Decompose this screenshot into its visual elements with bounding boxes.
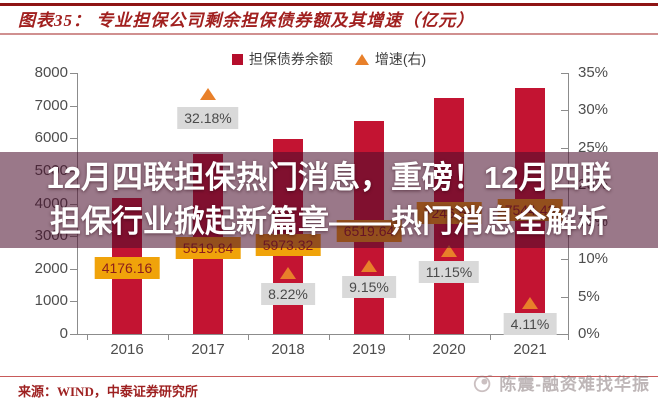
x-axis-tick bbox=[87, 334, 88, 340]
y-axis-right-tick bbox=[561, 110, 568, 112]
growth-point-2018 bbox=[280, 266, 296, 279]
y-axis-left-label: 8000 bbox=[34, 64, 68, 81]
legend-label-growth: 增速(右) bbox=[374, 51, 427, 67]
y-axis-right-label: 35% bbox=[578, 64, 609, 81]
y-axis-right-label: 0% bbox=[578, 325, 600, 342]
y-axis-left-label: 2000 bbox=[34, 259, 68, 277]
watermark-text: 陈震-融资难找华振 bbox=[499, 375, 650, 394]
growth-value-label: 8.22% bbox=[261, 282, 315, 305]
y-axis-left-tick bbox=[70, 301, 77, 303]
y-axis-left-tick bbox=[70, 334, 77, 335]
y-axis-left-tick bbox=[70, 73, 77, 74]
y-axis-left-label: 7000 bbox=[34, 96, 68, 114]
y-axis-right-tick bbox=[561, 147, 568, 149]
y-axis-right-label: 5% bbox=[578, 287, 600, 305]
y-axis-left-tick bbox=[70, 105, 77, 107]
growth-value-label: 11.15% bbox=[418, 260, 480, 283]
x-axis-tick bbox=[568, 334, 569, 340]
y-axis-left-label: 0 bbox=[59, 325, 68, 342]
y-axis-right-tick bbox=[561, 296, 568, 298]
x-axis-tick bbox=[489, 334, 491, 340]
x-axis-label: 2021 bbox=[513, 341, 547, 358]
y-axis-right-label: 30% bbox=[578, 101, 609, 119]
chart-figure-title: 图表35： 专业担保公司剩余担保债券额及其增速（亿元） bbox=[18, 11, 475, 30]
y-axis-left-tick bbox=[70, 268, 77, 270]
x-axis-tick bbox=[328, 334, 330, 340]
legend-item-balance: 担保债券余额 bbox=[231, 49, 333, 69]
footer-rule bbox=[0, 376, 658, 377]
y-axis-right-label: 10% bbox=[578, 250, 609, 268]
y-axis-right-label: 25% bbox=[578, 138, 609, 156]
growth-point-2019 bbox=[361, 259, 377, 272]
x-axis-label: 2016 bbox=[110, 341, 144, 358]
x-axis-label: 2019 bbox=[352, 341, 386, 358]
header-bottom-rule bbox=[0, 33, 658, 35]
growth-value-label: 4.11% bbox=[503, 313, 557, 336]
x-axis-label: 2020 bbox=[432, 341, 466, 358]
x-axis-tick bbox=[248, 334, 249, 340]
legend-label-balance: 担保债券余额 bbox=[248, 51, 333, 67]
growth-value-label: 9.15% bbox=[342, 275, 396, 298]
y-axis-right-tick bbox=[561, 334, 568, 335]
bar-value-label: 4176.16 bbox=[94, 257, 160, 279]
growth-point-2021 bbox=[522, 297, 538, 310]
header-top-rule bbox=[0, 3, 658, 6]
square-marker-icon bbox=[231, 53, 243, 65]
watermark: 陈震-融资难找华振 bbox=[472, 370, 650, 395]
x-axis-label: 2018 bbox=[271, 341, 305, 358]
source-note: 来源：WIND，中泰证券研究所 bbox=[18, 384, 198, 399]
legend: 担保债券余额 增速(右) bbox=[0, 49, 658, 69]
y-axis-left-label: 6000 bbox=[34, 129, 68, 147]
growth-value-label: 32.18% bbox=[177, 107, 239, 130]
y-axis-left-label: 1000 bbox=[34, 292, 68, 310]
x-axis-tick bbox=[167, 334, 169, 340]
x-axis-label: 2017 bbox=[191, 341, 225, 358]
x-axis bbox=[77, 334, 569, 335]
y-axis-right-tick bbox=[561, 259, 568, 261]
news-banner-overlay: 12月四联担保热门消息，重磅！12月四联 担保行业掀起新篇章——热门消息全解析 bbox=[0, 152, 658, 248]
y-axis-left-tick bbox=[70, 138, 77, 140]
banner-line1: 12月四联担保热门消息，重磅！12月四联 bbox=[46, 160, 612, 195]
x-axis-tick bbox=[409, 334, 410, 340]
legend-item-growth: 增速(右) bbox=[354, 49, 427, 69]
triangle-marker-icon bbox=[354, 53, 369, 65]
y-axis-right-tick bbox=[561, 73, 568, 74]
weibo-icon bbox=[474, 374, 494, 392]
banner-line2: 担保行业掀起新篇章——热门消息全解析 bbox=[50, 204, 608, 239]
growth-point-2017 bbox=[200, 88, 216, 101]
